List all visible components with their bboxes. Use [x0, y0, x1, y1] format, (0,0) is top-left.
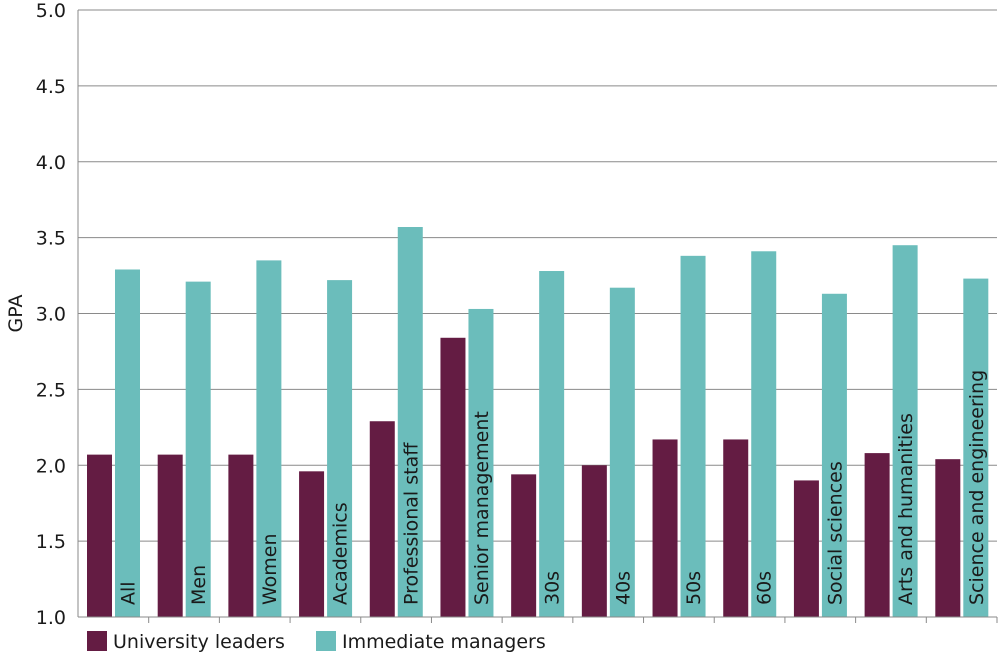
- x-axis: [77, 10, 998, 623]
- bar-managers: [751, 251, 777, 617]
- bar-leaders: [864, 453, 890, 617]
- category-label: Academics: [330, 502, 352, 605]
- bars: [87, 227, 989, 617]
- bar-managers: [609, 287, 635, 617]
- y-tick-label: 4.0: [36, 152, 66, 174]
- y-tick-label: 3.0: [36, 304, 66, 326]
- bar-managers: [185, 281, 211, 617]
- category-label: Social sciences: [824, 461, 846, 605]
- y-tick-label: 3.5: [36, 228, 66, 250]
- category-label: 30s: [542, 571, 564, 605]
- y-axis-title: GPA: [5, 295, 27, 333]
- y-tick-label: 5.0: [36, 0, 66, 22]
- y-tick-label: 1.0: [36, 607, 66, 629]
- legend-swatch-managers: [316, 631, 336, 651]
- bar-leaders: [935, 459, 961, 617]
- category-label: 50s: [683, 571, 705, 605]
- legend-label-leaders: University leaders: [113, 631, 285, 653]
- category-label: 40s: [612, 571, 634, 605]
- y-axis-ticks: 1.0 1.5 2.0 2.5 3.0 3.5 4.0 4.5 5.0: [36, 0, 66, 629]
- y-tick-label: 2.0: [36, 455, 66, 477]
- gridlines: [78, 9, 997, 618]
- bar-managers: [821, 293, 847, 617]
- legend-label-managers: Immediate managers: [342, 631, 546, 653]
- y-tick-label: 1.5: [36, 531, 66, 553]
- legend: University leaders Immediate managers: [87, 631, 546, 653]
- legend-swatch-leaders: [87, 631, 107, 651]
- category-label: Professional staff: [400, 442, 422, 605]
- bar-managers: [115, 269, 140, 617]
- bar-leaders: [723, 439, 749, 617]
- bar-leaders: [440, 337, 466, 617]
- bar-leaders: [369, 421, 395, 617]
- bar-managers: [680, 255, 706, 617]
- bar-managers: [963, 278, 989, 617]
- bar-managers: [539, 271, 565, 617]
- category-label: All: [118, 581, 140, 605]
- bar-leaders: [87, 454, 112, 617]
- bar-managers: [397, 227, 423, 617]
- bar-managers: [256, 260, 282, 617]
- bar-leaders: [157, 454, 183, 617]
- bar-leaders: [511, 474, 537, 617]
- bar-leaders: [793, 480, 819, 617]
- category-label: Senior management: [471, 411, 493, 605]
- bar-leaders: [299, 471, 325, 617]
- category-label: Science and engineering: [966, 370, 988, 605]
- category-labels: All Men Women Academics Professional staff Se…: [118, 370, 988, 605]
- y-tick-label: 2.5: [36, 379, 66, 401]
- bar-managers: [327, 280, 353, 617]
- bar-leaders: [652, 439, 678, 617]
- bar-managers: [468, 308, 494, 617]
- y-tick-label: 4.5: [36, 76, 66, 98]
- bar-leaders: [228, 454, 254, 617]
- category-label: Men: [188, 565, 210, 605]
- category-label: Arts and humanities: [895, 413, 917, 605]
- bar-managers: [892, 245, 918, 617]
- category-label: Women: [259, 533, 281, 605]
- category-label: 60s: [754, 571, 776, 605]
- bar-leaders: [581, 465, 607, 617]
